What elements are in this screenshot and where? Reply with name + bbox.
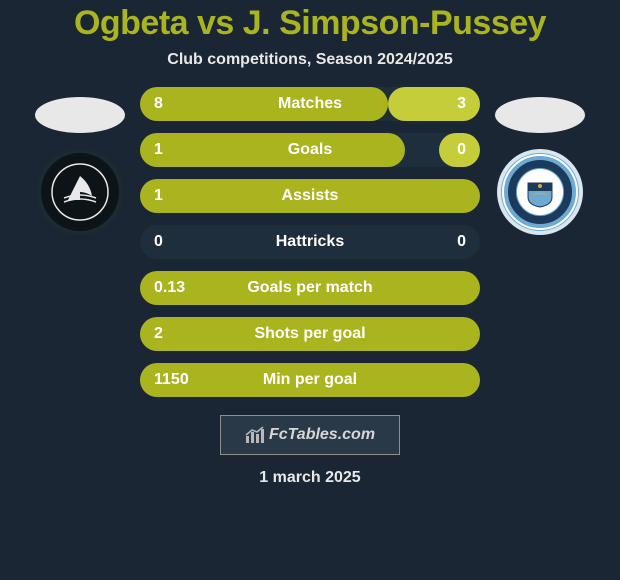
stat-label: Min per goal <box>140 371 480 389</box>
stat-bar: 83Matches <box>140 87 480 121</box>
left-player-avatar-oval <box>35 97 125 133</box>
comparison-row: 83Matches 10Goals 1Assists 00Hattricks 0.13G… <box>0 87 620 397</box>
date-label: 1 march 2025 <box>259 469 360 487</box>
page-title: Ogbeta vs J. Simpson-Pussey <box>74 4 546 43</box>
stat-label: Matches <box>140 95 480 113</box>
plymouth-badge-icon <box>50 162 110 222</box>
chart-icon <box>245 426 265 444</box>
stat-label: Shots per goal <box>140 325 480 343</box>
right-club-badge <box>497 149 583 235</box>
brand-label: FcTables.com <box>269 426 375 444</box>
page-subtitle: Club competitions, Season 2024/2025 <box>167 51 452 69</box>
stat-bar: 10Goals <box>140 133 480 167</box>
stat-label: Goals <box>140 141 480 159</box>
right-player-avatar-oval <box>495 97 585 133</box>
stat-label: Goals per match <box>140 279 480 297</box>
footer: FcTables.com 1 march 2025 <box>220 415 400 487</box>
page-root: Ogbeta vs J. Simpson-Pussey Club competi… <box>0 0 620 580</box>
stat-bar: 1Assists <box>140 179 480 213</box>
stat-label: Hattricks <box>140 233 480 251</box>
stat-bar: 2Shots per goal <box>140 317 480 351</box>
left-club-badge <box>37 149 123 235</box>
brand-box: FcTables.com <box>220 415 400 455</box>
mancity-badge-icon <box>501 153 579 231</box>
right-player-column <box>480 87 600 235</box>
stats-column: 83Matches 10Goals 1Assists 00Hattricks 0.13G… <box>140 87 480 397</box>
left-player-column <box>20 87 140 235</box>
stat-bar: 1150Min per goal <box>140 363 480 397</box>
stat-bar: 00Hattricks <box>140 225 480 259</box>
stat-label: Assists <box>140 187 480 205</box>
stat-bar: 0.13Goals per match <box>140 271 480 305</box>
